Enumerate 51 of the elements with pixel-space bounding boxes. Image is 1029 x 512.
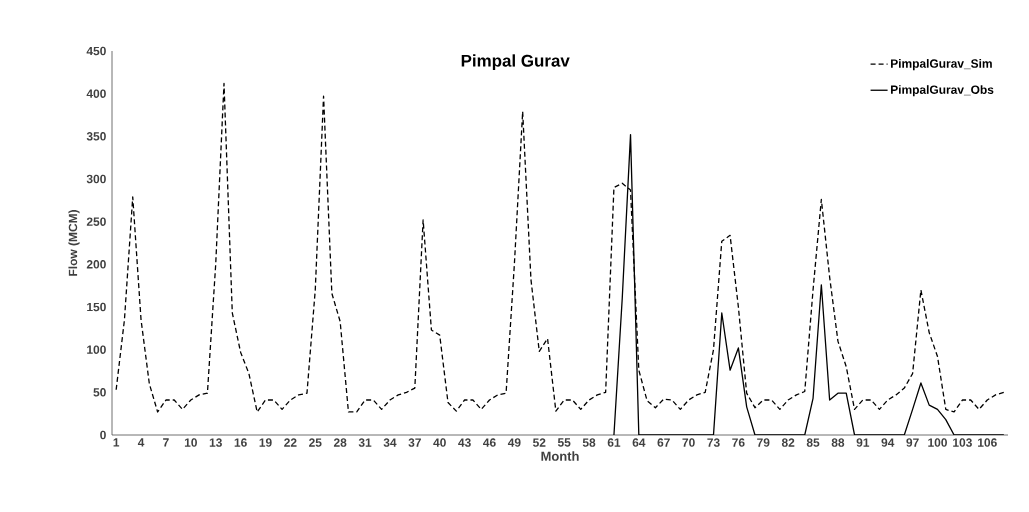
x-tick-label: 91 — [856, 438, 870, 447]
x-tick-label: 106 — [978, 438, 997, 447]
x-tick-label: 103 — [953, 438, 972, 447]
x-tick-label: 52 — [532, 438, 546, 447]
y-tick-label: 400 — [86, 89, 106, 98]
y-tick-label: 50 — [93, 388, 106, 397]
legend-label: PimpalGurav_Obs — [891, 85, 994, 97]
x-tick-label: 85 — [806, 438, 820, 447]
y-tick-label: 250 — [86, 217, 106, 226]
x-tick-label: 97 — [906, 438, 919, 447]
x-tick-label: 64 — [632, 438, 646, 447]
y-tick-label: 200 — [86, 260, 106, 269]
legend-label: PimpalGurav_Sim — [891, 59, 992, 71]
x-tick-label: 4 — [137, 438, 145, 447]
y-tick-label: 150 — [87, 302, 106, 312]
x-tick-label: 31 — [358, 438, 372, 447]
x-axis-title: Month — [541, 451, 579, 461]
x-tick-label: 37 — [408, 438, 421, 447]
x-tick-label: 16 — [234, 438, 247, 447]
x-tick-label: 94 — [881, 438, 895, 447]
y-tick-label: 350 — [86, 132, 106, 141]
x-tick-label: 7 — [163, 438, 169, 447]
x-tick-label: 22 — [284, 438, 297, 447]
x-tick-label: 19 — [259, 438, 272, 447]
x-tick-label: 82 — [781, 438, 795, 447]
y-tick-label: 300 — [86, 174, 106, 184]
x-tick-label: 25 — [309, 438, 322, 447]
x-tick-label: 58 — [582, 438, 596, 447]
x-tick-label: 13 — [209, 438, 222, 447]
x-tick-label: 76 — [732, 438, 745, 447]
x-tick-label: 49 — [507, 438, 521, 447]
x-tick-label: 67 — [657, 438, 670, 447]
x-tick-label: 70 — [682, 438, 695, 447]
y-tick-label: 100 — [87, 345, 106, 354]
x-tick-label: 79 — [757, 438, 770, 447]
x-tick-label: 28 — [333, 438, 347, 447]
x-tick-label: 46 — [483, 438, 496, 447]
y-axis-title: Flow (MCM) — [68, 210, 80, 276]
x-tick-label: 55 — [557, 438, 571, 447]
x-tick-label: 88 — [831, 438, 845, 447]
chart-title: Pimpal Gurav — [461, 54, 570, 71]
x-tick-label: 43 — [458, 438, 471, 447]
x-tick-label: 40 — [433, 438, 446, 447]
x-tick-label: 73 — [707, 438, 720, 447]
y-tick-label: 450 — [86, 46, 106, 56]
x-tick-label: 10 — [184, 438, 197, 447]
y-tick-label: 0 — [100, 430, 106, 440]
x-tick-label: 100 — [928, 438, 947, 447]
x-tick-label: 34 — [383, 438, 397, 447]
x-tick-label: 61 — [607, 438, 621, 447]
x-tick-label: 1 — [113, 438, 120, 447]
